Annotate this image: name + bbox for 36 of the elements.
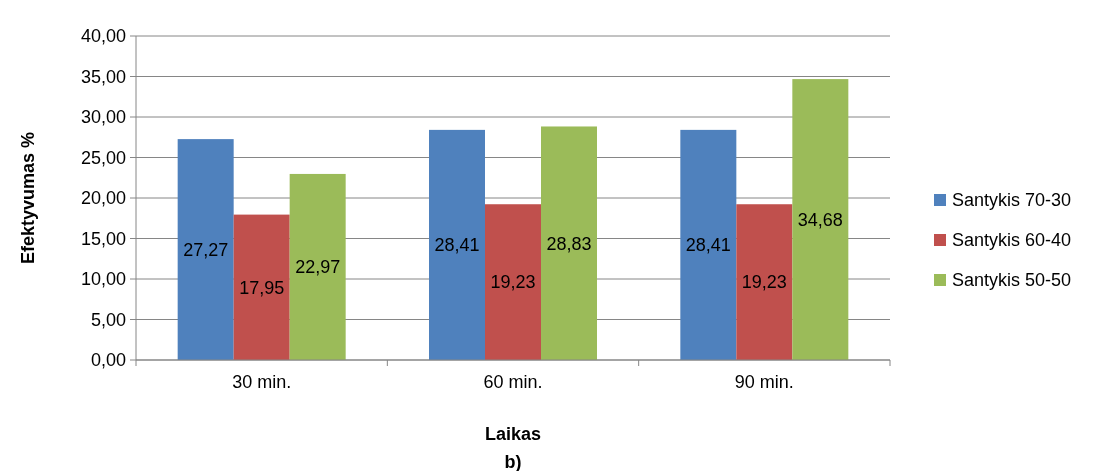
y-tick-label: 25,00 [80, 147, 126, 168]
bar [177, 139, 234, 360]
data-label: 17,95 [239, 277, 285, 298]
legend-label: Santykis 50-50 [952, 270, 1072, 291]
bar [429, 129, 485, 360]
bar [233, 214, 290, 360]
x-tick-label: 60 min. [483, 372, 543, 392]
x-tick-label: 90 min. [734, 372, 794, 392]
x-tick-label: 30 min. [232, 372, 292, 392]
y-tick-label: 35,00 [80, 66, 126, 87]
legend-label: Santykis 70-30 [952, 190, 1072, 211]
data-label: 34,68 [797, 209, 843, 230]
legend-label: Santykis 60-40 [952, 230, 1072, 251]
data-label: 28,41 [685, 235, 731, 256]
bar [541, 126, 597, 360]
bar [485, 204, 541, 360]
y-tick-label: 10,00 [80, 269, 126, 290]
y-tick-label: 40,00 [80, 26, 126, 47]
y-tick-label: 15,00 [80, 228, 126, 249]
data-label: 28,83 [546, 233, 592, 254]
bar [289, 173, 346, 360]
y-axis-title: Efektyvumas % [18, 131, 38, 265]
x-axis-title: Laikas [484, 424, 542, 444]
data-label: 19,23 [741, 272, 787, 293]
text: b) [504, 452, 522, 471]
bar [736, 204, 793, 360]
data-label: 19,23 [490, 272, 536, 293]
y-tick-label: 0,00 [90, 350, 126, 371]
data-label: 28,41 [434, 235, 480, 256]
data-label: 22,97 [295, 257, 341, 278]
y-tick-label: 5,00 [90, 309, 126, 330]
bar [792, 79, 849, 360]
y-tick-label: 20,00 [80, 188, 126, 209]
bar [680, 129, 737, 360]
data-label: 27,27 [183, 239, 229, 260]
y-tick-label: 30,00 [80, 107, 126, 128]
